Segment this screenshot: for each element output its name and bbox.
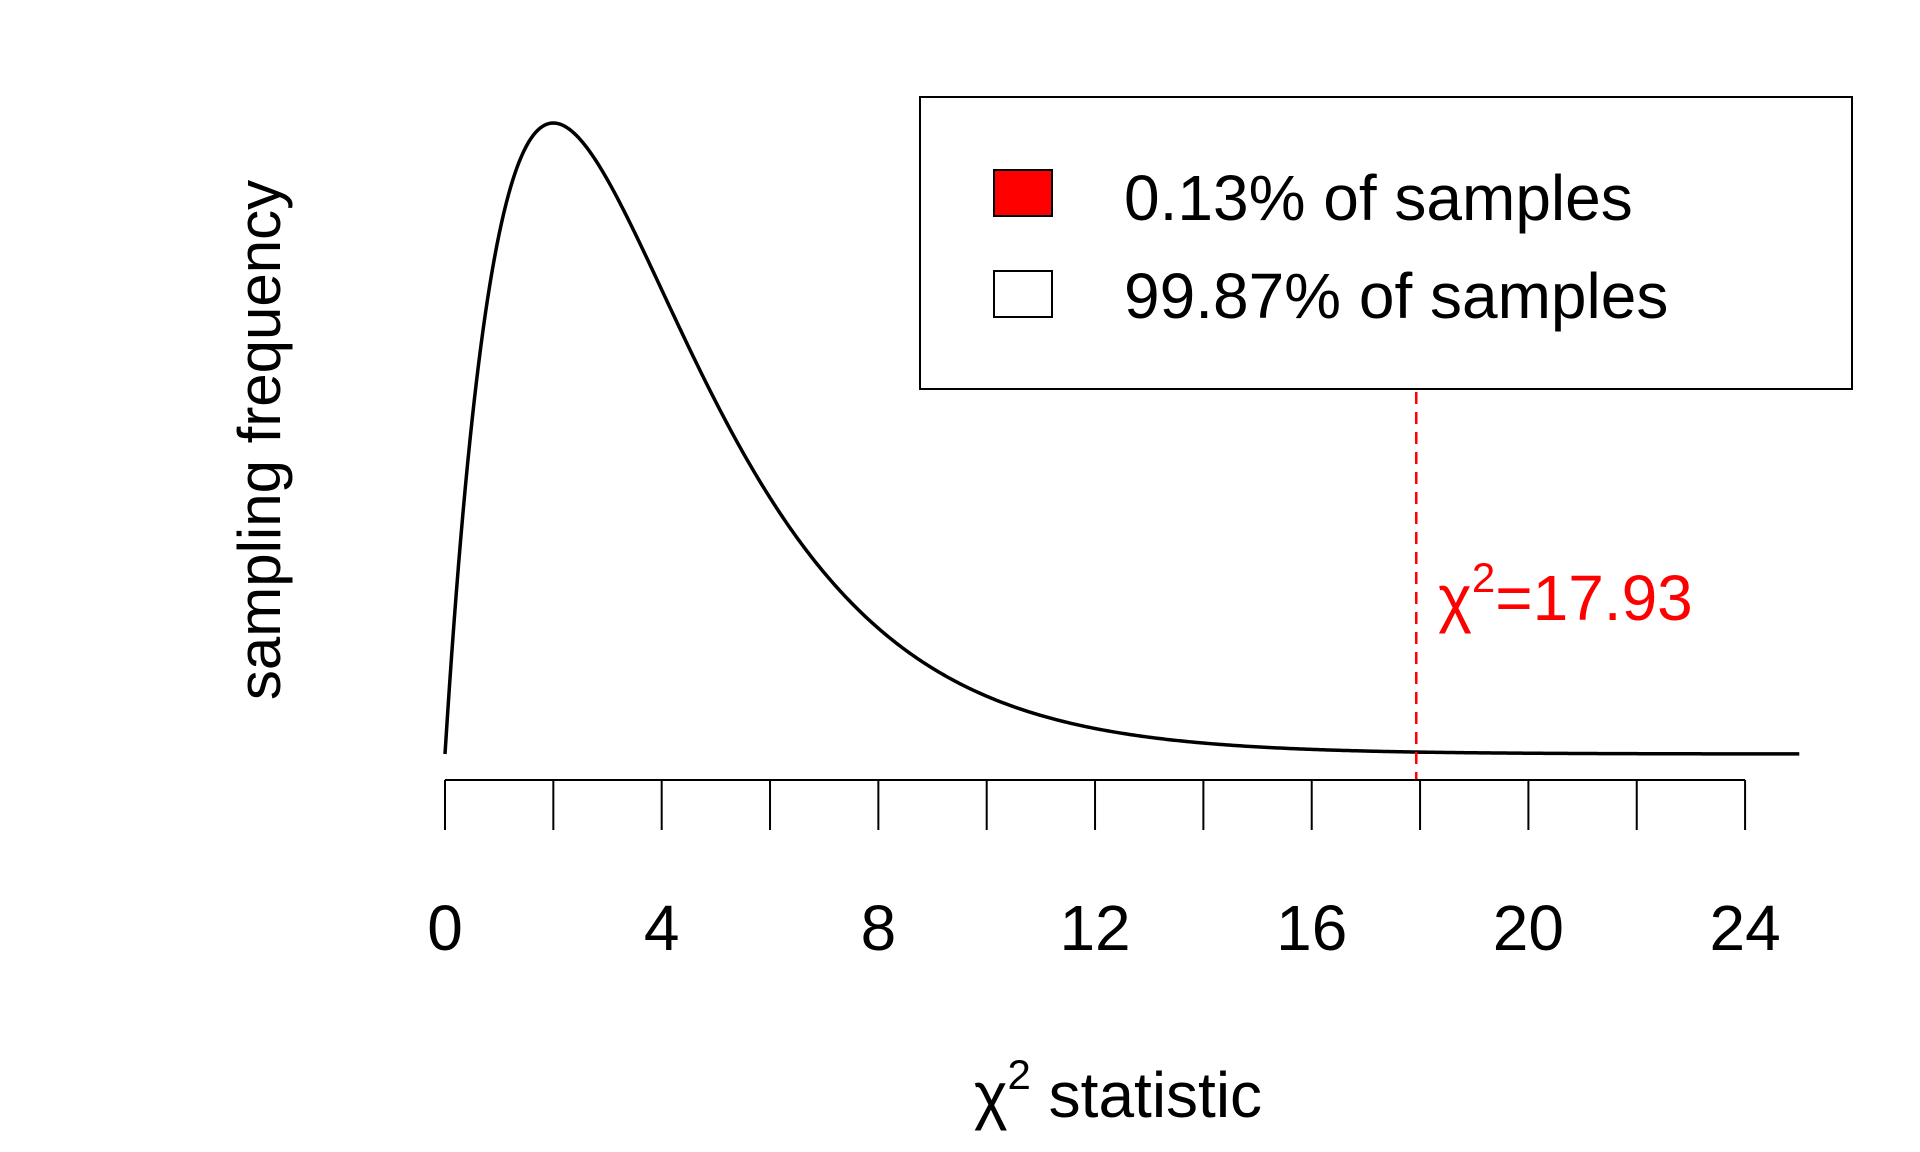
density-curve-line [443, 121, 1800, 756]
legend-label-white: 99.87% of samples [1124, 260, 1668, 332]
legend: 0.13% of samples 99.87% of samples [919, 96, 1853, 390]
x-label-chi-symbol: χ [974, 1059, 1008, 1131]
x-label-text: statistic [1031, 1059, 1262, 1131]
annotation-chi-symbol: χ [1438, 562, 1472, 634]
x-tick-label: 4 [644, 892, 680, 964]
x-label-superscript: 2 [1008, 1051, 1031, 1098]
y-axis-label: sampling frequency [226, 180, 293, 700]
legend-box [919, 96, 1853, 390]
x-tick-label: 24 [1709, 892, 1780, 964]
legend-swatch-red [993, 169, 1053, 217]
annotation-value: =17.93 [1495, 562, 1693, 634]
x-tick-label: 12 [1059, 892, 1130, 964]
critical-value-annotation: χ2=17.93 [1438, 554, 1692, 634]
x-tick-label: 0 [427, 892, 463, 964]
legend-swatch-white [993, 270, 1053, 318]
x-tick-label: 20 [1493, 892, 1564, 964]
x-axis-tick-labels: 0 4 8 12 16 20 24 [427, 892, 1780, 964]
annotation-superscript: 2 [1472, 554, 1495, 601]
x-tick-label: 16 [1276, 892, 1347, 964]
x-axis: 0 4 8 12 16 20 24 [427, 779, 1781, 964]
x-tick-label: 8 [861, 892, 897, 964]
x-axis-ticks [444, 780, 1747, 830]
legend-label-red: 0.13% of samples [1124, 162, 1633, 234]
x-axis-label: χ2 statistic [974, 1051, 1262, 1131]
